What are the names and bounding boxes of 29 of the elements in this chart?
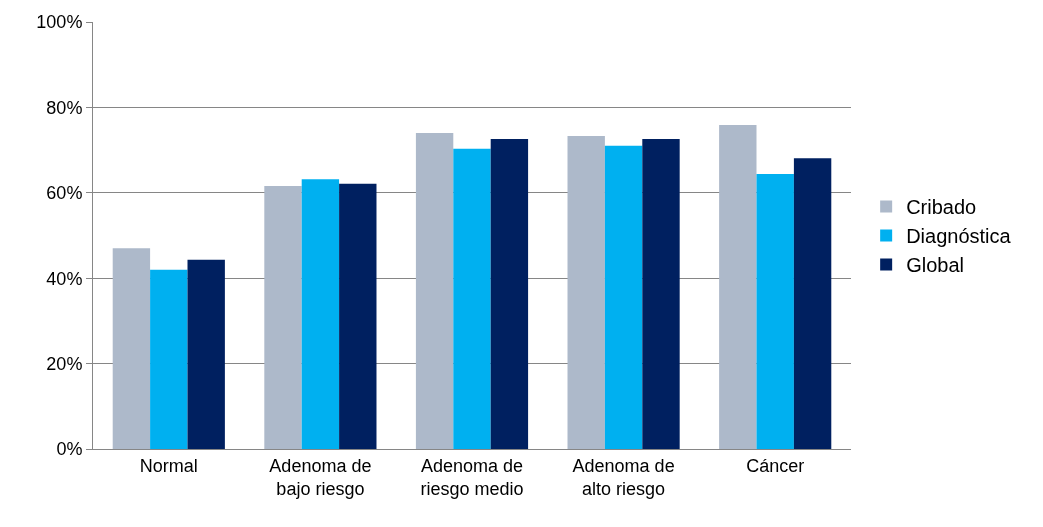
x-tick-label: Normal [139, 455, 198, 476]
bar [415, 133, 454, 449]
bar [642, 139, 680, 449]
bar [339, 183, 377, 449]
x-tick-label: Cáncer [746, 455, 805, 476]
x-tick-label: Adenoma de alto riesgo [572, 455, 675, 499]
bar [567, 136, 605, 449]
bar [793, 158, 832, 449]
y-tick-label: 40% [46, 268, 83, 289]
x-tick-label: Adenoma de riesgo medio [420, 455, 524, 499]
bar [264, 185, 302, 449]
bar [756, 174, 794, 449]
y-tick-label: 60% [46, 183, 83, 204]
bar [150, 269, 188, 449]
y-tick-label: 80% [46, 97, 83, 118]
legend-label: Global [906, 254, 964, 277]
bar [112, 248, 151, 449]
bar [301, 179, 340, 449]
legend-label: Cribado [906, 196, 977, 219]
bar [604, 145, 643, 449]
y-tick-label: 0% [56, 439, 83, 460]
bar [453, 148, 491, 449]
bar [187, 259, 225, 449]
bar [719, 124, 757, 449]
y-tick-label: 20% [46, 353, 83, 374]
legend-label: Diagnóstica [906, 225, 1012, 248]
bar [490, 139, 529, 449]
y-tick-label: 100% [36, 12, 83, 33]
x-tick-label: Adenoma de bajo riesgo [269, 455, 372, 499]
